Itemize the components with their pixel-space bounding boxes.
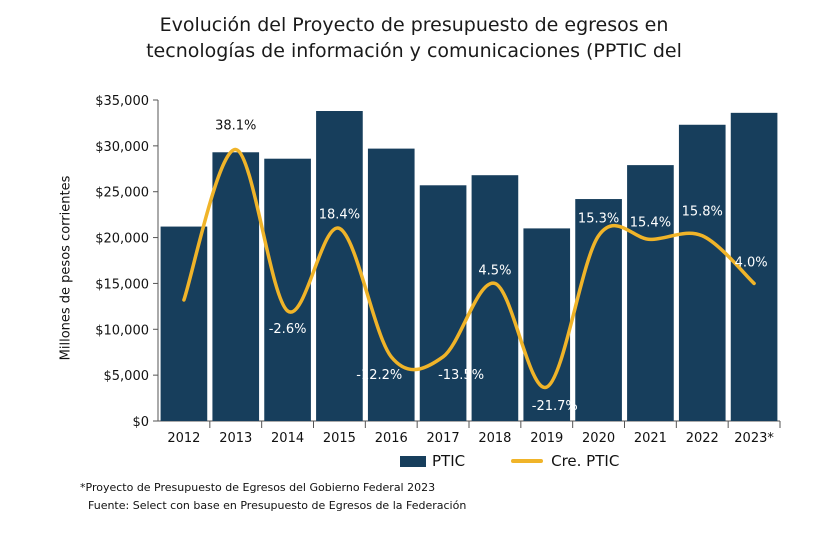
- growth-data-label: -2.6%: [269, 322, 307, 337]
- growth-data-label: 15.8%: [682, 205, 723, 220]
- growth-data-label: 15.4%: [630, 215, 671, 230]
- y-tick-label: $5,000: [104, 369, 150, 384]
- growth-data-label: -12.2%: [356, 368, 402, 383]
- growth-data-label: 4.5%: [478, 263, 511, 278]
- legend-line-label: Cre. PTIC: [551, 452, 620, 470]
- growth-data-label: 38.1%: [215, 119, 256, 134]
- bar: [264, 158, 311, 421]
- x-tick-label: 2020: [582, 431, 615, 446]
- bar: [367, 148, 415, 421]
- footnote: *Proyecto de Presupuesto de Egresos del …: [80, 481, 436, 494]
- bar: [316, 111, 363, 422]
- legend-bar-label: PTIC: [432, 452, 466, 470]
- x-tick-label: 2023*: [734, 431, 774, 446]
- x-tick-label: 2019: [530, 431, 563, 446]
- x-tick-label: 2016: [375, 431, 408, 446]
- x-tick-label: 2017: [427, 431, 460, 446]
- legend: PTIC Cre. PTIC: [400, 452, 619, 470]
- bar: [678, 124, 726, 422]
- x-tick-label: 2014: [271, 431, 304, 446]
- chart-title: Evolución del Proyecto de presupuesto de…: [0, 12, 828, 64]
- source-note: Fuente: Select con base en Presupuesto d…: [88, 499, 467, 512]
- growth-data-label: 4.0%: [735, 255, 768, 270]
- x-tick-label: 2012: [167, 431, 200, 446]
- chart-title-line-1: Evolución del Proyecto de presupuesto de…: [159, 14, 669, 36]
- bar: [212, 152, 260, 421]
- growth-data-label: 15.3%: [578, 212, 619, 227]
- growth-data-label: 18.4%: [319, 207, 360, 222]
- x-tick-label: 2022: [686, 431, 719, 446]
- legend-bar-swatch: [400, 455, 426, 467]
- y-tick-label: $15,000: [95, 277, 149, 292]
- y-tick-label: $35,000: [95, 94, 149, 109]
- x-tick-label: 2015: [323, 431, 356, 446]
- bar: [627, 165, 674, 421]
- bar: [471, 175, 519, 421]
- y-tick-label: $30,000: [95, 140, 149, 155]
- growth-data-label: -21.7%: [532, 399, 578, 414]
- x-tick-label: 2013: [219, 431, 252, 446]
- y-tick-label: $20,000: [95, 232, 149, 247]
- bar: [523, 228, 571, 421]
- legend-line-swatch: [511, 459, 544, 463]
- y-tick-label: $10,000: [95, 323, 149, 338]
- x-tick-label: 2018: [478, 431, 511, 446]
- bar: [419, 185, 467, 421]
- bar: [575, 199, 622, 421]
- y-tick-label: $25,000: [95, 186, 149, 201]
- chart-title-line-2: tecnologías de información y comunicacio…: [146, 40, 682, 62]
- growth-line: [182, 147, 756, 389]
- x-tick-label: 2021: [634, 431, 667, 446]
- y-tick-label: $0: [132, 415, 149, 430]
- bar: [160, 226, 208, 421]
- growth-data-label: -13.5%: [438, 368, 484, 383]
